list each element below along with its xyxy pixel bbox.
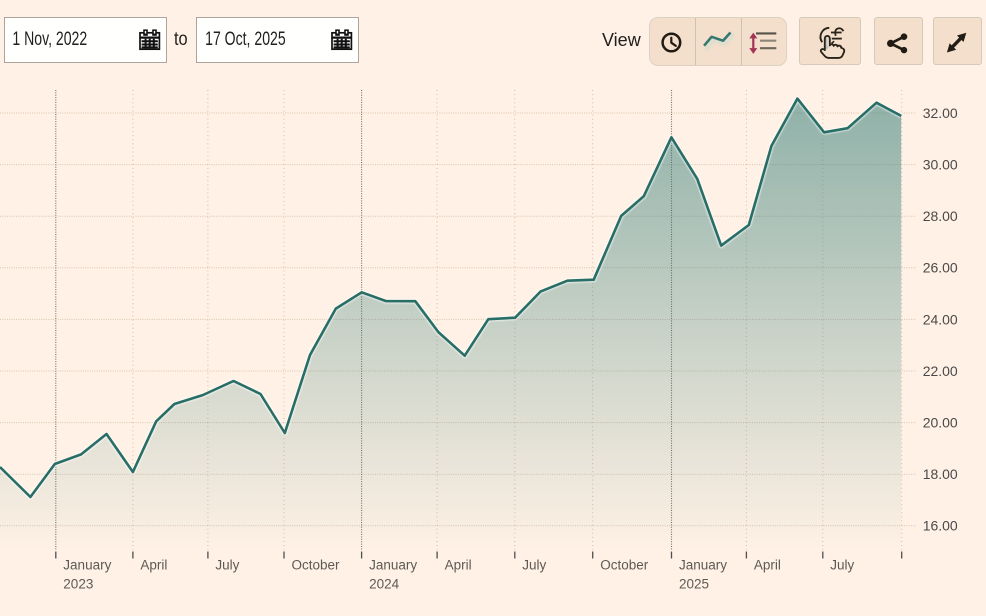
svg-text:26.00: 26.00 — [923, 260, 958, 276]
svg-text:April: April — [445, 558, 472, 573]
svg-text:January: January — [679, 558, 727, 573]
svg-text:January: January — [369, 558, 417, 573]
svg-text:July: July — [522, 558, 546, 573]
svg-text:2023: 2023 — [63, 577, 93, 592]
svg-text:April: April — [754, 558, 781, 573]
svg-text:16.00: 16.00 — [923, 518, 958, 534]
svg-text:22.00: 22.00 — [923, 363, 958, 379]
svg-text:July: July — [215, 558, 239, 573]
svg-text:2024: 2024 — [369, 577, 400, 592]
svg-text:July: July — [830, 558, 854, 573]
svg-text:30.00: 30.00 — [923, 157, 958, 173]
svg-text:20.00: 20.00 — [923, 415, 958, 431]
svg-text:24.00: 24.00 — [923, 311, 958, 327]
svg-text:18.00: 18.00 — [923, 466, 958, 482]
svg-text:28.00: 28.00 — [923, 208, 958, 224]
svg-text:32.00: 32.00 — [923, 105, 958, 121]
svg-text:2025: 2025 — [679, 577, 709, 592]
svg-text:October: October — [292, 558, 341, 573]
svg-text:April: April — [140, 558, 167, 573]
svg-text:October: October — [600, 558, 649, 573]
svg-text:January: January — [63, 558, 111, 573]
